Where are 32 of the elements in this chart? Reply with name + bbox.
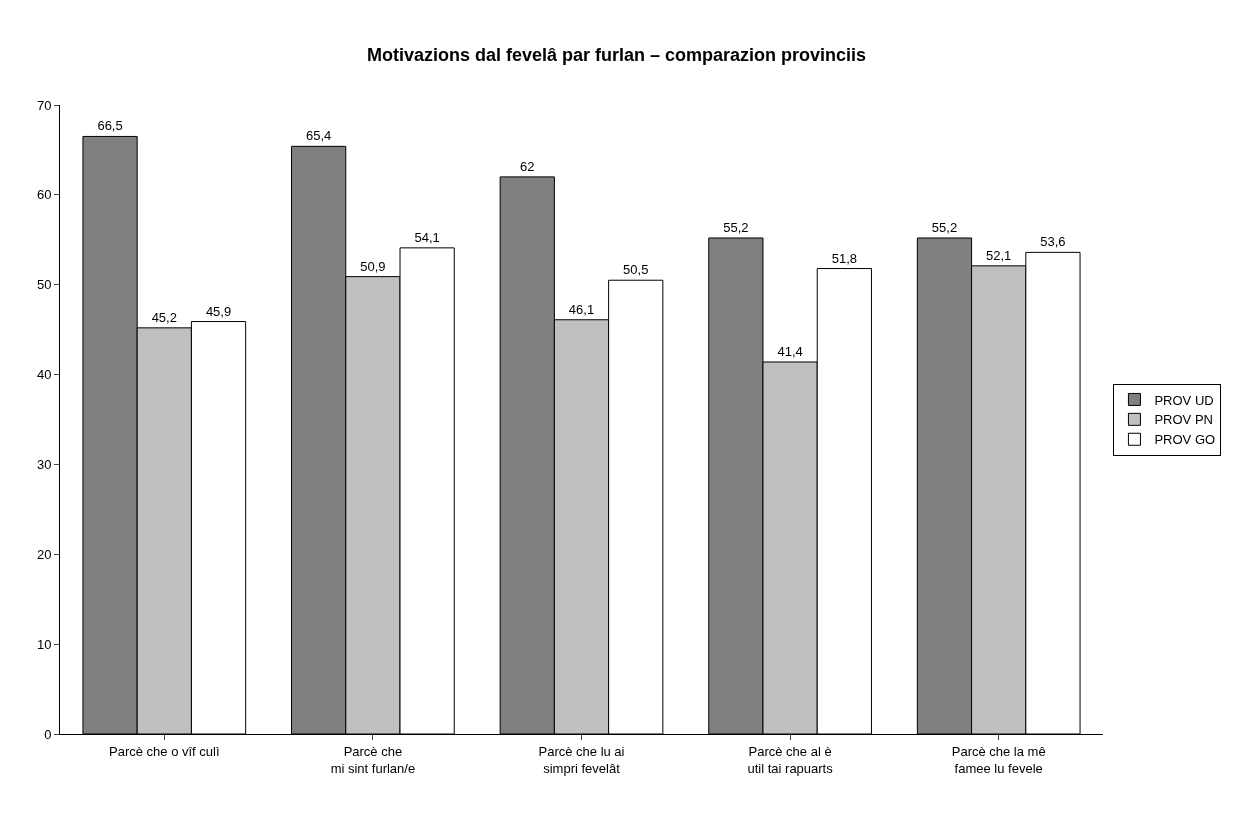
data-label: 62 <box>520 158 535 174</box>
data-label: 51,8 <box>831 250 857 266</box>
y-tick-label: 50 <box>36 277 52 293</box>
y-tick-label: 70 <box>36 97 52 113</box>
data-label: 50,5 <box>623 262 649 278</box>
data-label: 41,4 <box>777 343 803 359</box>
data-label: 52,1 <box>986 247 1012 263</box>
y-tick-label: 60 <box>36 187 52 203</box>
data-label: 66,5 <box>97 118 123 134</box>
y-tick-label: 30 <box>36 456 52 472</box>
data-label: 55,2 <box>723 219 749 235</box>
legend-label: PROV GO <box>1154 432 1216 448</box>
chart-title: Motivazions dal fevelâ par furlan – comparazion provinciis <box>366 45 867 66</box>
x-tick-label: Parcè che lu ai simpri fevelât <box>538 743 625 776</box>
x-tick-label: Parcè che o vîf culì <box>109 743 220 759</box>
y-tick-label: 0 <box>44 726 52 742</box>
legend-label: PROV UD <box>1154 392 1214 408</box>
data-label: 45,9 <box>205 303 232 319</box>
data-label: 50,9 <box>360 258 386 274</box>
data-label: 53,6 <box>1040 234 1066 250</box>
data-label: 46,1 <box>568 301 595 317</box>
y-tick-label: 10 <box>36 636 52 652</box>
y-tick-label: 40 <box>36 367 52 383</box>
data-label: 45,2 <box>151 309 177 325</box>
x-tick-label: Parcè che al è util tai rapuarts <box>747 743 834 776</box>
x-tick-label: Parcè che mi sint furlan/e <box>330 743 416 776</box>
data-label: 55,2 <box>931 219 958 235</box>
legend-label: PROV PN <box>1154 412 1213 428</box>
data-label: 65,4 <box>306 128 332 144</box>
data-label: 54,1 <box>414 229 440 245</box>
x-tick-label: Parcè che la mê famee lu fevele <box>951 743 1046 776</box>
y-tick-label: 20 <box>36 546 52 562</box>
